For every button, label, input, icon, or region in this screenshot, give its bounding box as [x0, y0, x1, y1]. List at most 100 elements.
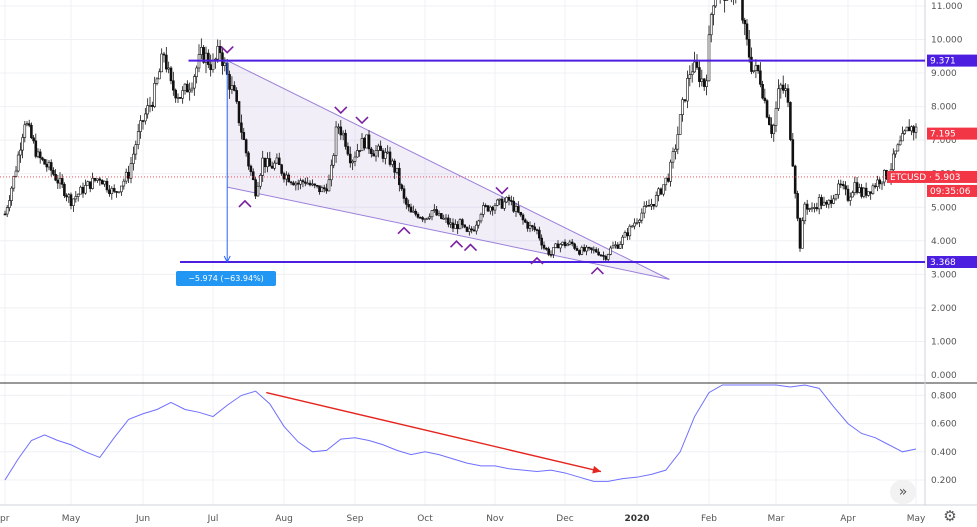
- candle-body: [568, 241, 572, 245]
- candle-body: [332, 155, 336, 166]
- candle-body: [16, 154, 20, 172]
- candle-body: [233, 85, 236, 91]
- candle-body: [58, 178, 62, 184]
- candle-body: [796, 193, 799, 219]
- candle-body: [110, 188, 114, 195]
- candle-body: [528, 225, 532, 229]
- candle-body: [153, 83, 156, 107]
- candle-body: [645, 205, 648, 207]
- candle-body: [472, 229, 476, 232]
- candle-body: [176, 97, 180, 99]
- candle-body: [435, 209, 438, 216]
- candle-body: [848, 196, 852, 201]
- candle-body: [38, 151, 42, 159]
- candle-body: [3, 213, 7, 216]
- candle-body: [242, 132, 246, 140]
- candle-body: [461, 219, 464, 226]
- candle-body: [356, 150, 359, 158]
- candle-body: [25, 123, 29, 126]
- candle-body: [88, 181, 92, 189]
- candle-body: [552, 247, 555, 255]
- candle-body: [221, 52, 224, 66]
- candle-body: [535, 229, 539, 231]
- candle-body: [449, 222, 452, 225]
- candle-body: [882, 170, 886, 183]
- trough-marker: [397, 226, 411, 235]
- symbol-tag-bg: [887, 170, 977, 183]
- candle-body: [489, 206, 492, 212]
- candle-body: [676, 134, 680, 150]
- settings-gear-icon[interactable]: ⚙: [943, 507, 957, 525]
- candle-body: [193, 76, 196, 89]
- candle-body: [207, 52, 210, 65]
- candle-body: [503, 201, 506, 209]
- candle-body: [36, 151, 40, 157]
- candle-body: [781, 84, 785, 91]
- candle-body: [750, 56, 753, 72]
- candle-body: [419, 217, 422, 219]
- candle-body: [844, 185, 847, 190]
- candle-body: [594, 249, 598, 253]
- price-tick-label: 11.000: [931, 2, 963, 12]
- candle-body: [873, 185, 877, 188]
- candle-body: [179, 97, 182, 99]
- candle-body: [444, 217, 448, 220]
- candle-body: [103, 180, 106, 185]
- candle-body: [261, 157, 265, 176]
- candle-body: [84, 185, 87, 194]
- candle-body: [100, 179, 104, 185]
- candle-body: [172, 80, 175, 91]
- candle-body: [841, 184, 845, 187]
- candle-body: [409, 206, 413, 213]
- candle-body: [493, 205, 497, 211]
- candle-body: [263, 157, 267, 168]
- candle-body: [287, 174, 291, 183]
- candle-body: [820, 197, 823, 206]
- level-tag-bg: [927, 256, 977, 269]
- candle-body: [611, 245, 615, 249]
- candle-body: [566, 243, 569, 247]
- trough-marker: [449, 240, 464, 248]
- candle-body: [363, 138, 366, 149]
- candle-body: [115, 191, 118, 193]
- candle-body: [621, 236, 624, 245]
- candle-body: [626, 232, 629, 237]
- time-tick-label: Apr: [840, 514, 856, 524]
- candle-body: [181, 90, 184, 99]
- candle-body: [756, 65, 760, 72]
- candle-body: [407, 204, 410, 208]
- candle-body: [805, 203, 809, 210]
- candle-body: [869, 191, 872, 194]
- candle-body: [554, 243, 557, 248]
- candle-body: [880, 181, 884, 185]
- candle-body: [259, 175, 262, 187]
- candle-body: [167, 67, 170, 70]
- candle-body: [79, 186, 82, 195]
- candle-body: [296, 182, 300, 185]
- candle-body: [614, 244, 617, 247]
- level-tag-text: 9.371: [930, 57, 956, 67]
- candle-body: [512, 200, 515, 212]
- candle-body: [585, 246, 588, 252]
- candle-body: [545, 247, 548, 250]
- candle-body: [86, 181, 90, 186]
- candle-body: [570, 241, 574, 245]
- candle-body: [93, 177, 97, 181]
- candle-body: [360, 138, 364, 152]
- scroll-to-realtime-button[interactable]: »: [890, 480, 916, 504]
- candle-body: [416, 213, 420, 218]
- candle-body: [582, 247, 586, 252]
- candle-body: [772, 125, 776, 134]
- candle-body: [105, 180, 109, 191]
- candle-body: [650, 204, 653, 207]
- candle-body: [301, 180, 305, 183]
- candle-body: [526, 221, 529, 229]
- candle-body: [313, 183, 317, 186]
- candle-body: [405, 198, 408, 205]
- candle-body: [292, 182, 295, 186]
- oscillator-tick-label: 0.400: [931, 448, 957, 458]
- candle-body: [162, 53, 166, 56]
- candle-body: [136, 131, 140, 145]
- measure-label: −5.974 (−63.94%) −5974: [176, 271, 276, 298]
